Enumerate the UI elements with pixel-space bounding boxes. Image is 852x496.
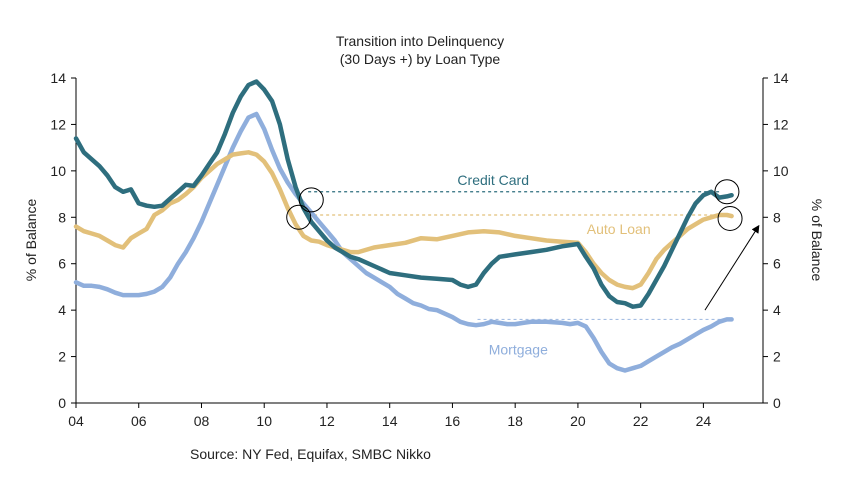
auto-loan-series-line [73,150,734,291]
x-tick-label: 18 [507,413,523,429]
right-y-tick-label: 0 [773,395,781,411]
left-y-tick-label: 8 [58,209,66,225]
credit-card-series-label: Credit Card [457,172,529,188]
x-tick-label: 04 [68,413,84,429]
highlight-circle [717,205,743,231]
right-y-tick-label: 4 [773,302,781,318]
left-y-tick-label: 4 [58,302,66,318]
x-tick-label: 16 [445,413,461,429]
right-y-tick-label: 6 [773,256,781,272]
right-y-axis-label: % of Balance [809,199,825,282]
series-lines [73,79,734,373]
mortgage-series-line [73,111,734,373]
x-tick-label: 24 [696,413,712,429]
annotations: Credit Card Auto Loan Mortgage [286,172,760,358]
right-y-tick-label: 2 [773,349,781,365]
right-y-tick-label: 12 [773,116,789,132]
highlight-circle [714,179,740,205]
trend-arrow [704,224,760,311]
x-tick-label: 12 [319,413,335,429]
right-y-tick-label: 10 [773,163,789,179]
left-y-tick-label: 0 [58,395,66,411]
left-y-tick-label: 12 [50,116,66,132]
chart-title: Transition into Delinquency [336,33,504,49]
left-y-tick-label: 2 [58,349,66,365]
right-y-axis: 0 2 4 6 8 10 12 14 [762,70,789,411]
chart-subtitle: (30 Days +) by Loan Type [340,51,501,67]
right-y-tick-label: 8 [773,209,781,225]
x-tick-label: 06 [131,413,147,429]
mortgage-series-label: Mortgage [489,342,548,358]
left-y-axis: 0 2 4 6 8 10 12 14 [50,70,77,411]
highlight-circle [286,204,312,230]
left-y-tick-label: 10 [50,163,66,179]
x-tick-label: 14 [382,413,398,429]
right-y-tick-label: 14 [773,70,789,86]
left-y-axis-label: % of Balance [23,199,39,282]
left-y-tick-label: 6 [58,256,66,272]
left-y-tick-label: 14 [50,70,66,86]
x-tick-label: 22 [633,413,649,429]
credit-card-series-line [73,79,734,309]
x-tick-label: 10 [256,413,272,429]
highlight-circle [298,187,324,213]
auto-loan-series-label: Auto Loan [587,221,651,237]
source-note: Source: NY Fed, Equifax, SMBC Nikko [190,446,431,462]
x-tick-label: 08 [194,413,210,429]
x-axis: 04 06 08 10 12 14 16 18 20 22 24 [68,402,763,429]
reference-lines [308,191,732,321]
x-tick-label: 20 [570,413,586,429]
